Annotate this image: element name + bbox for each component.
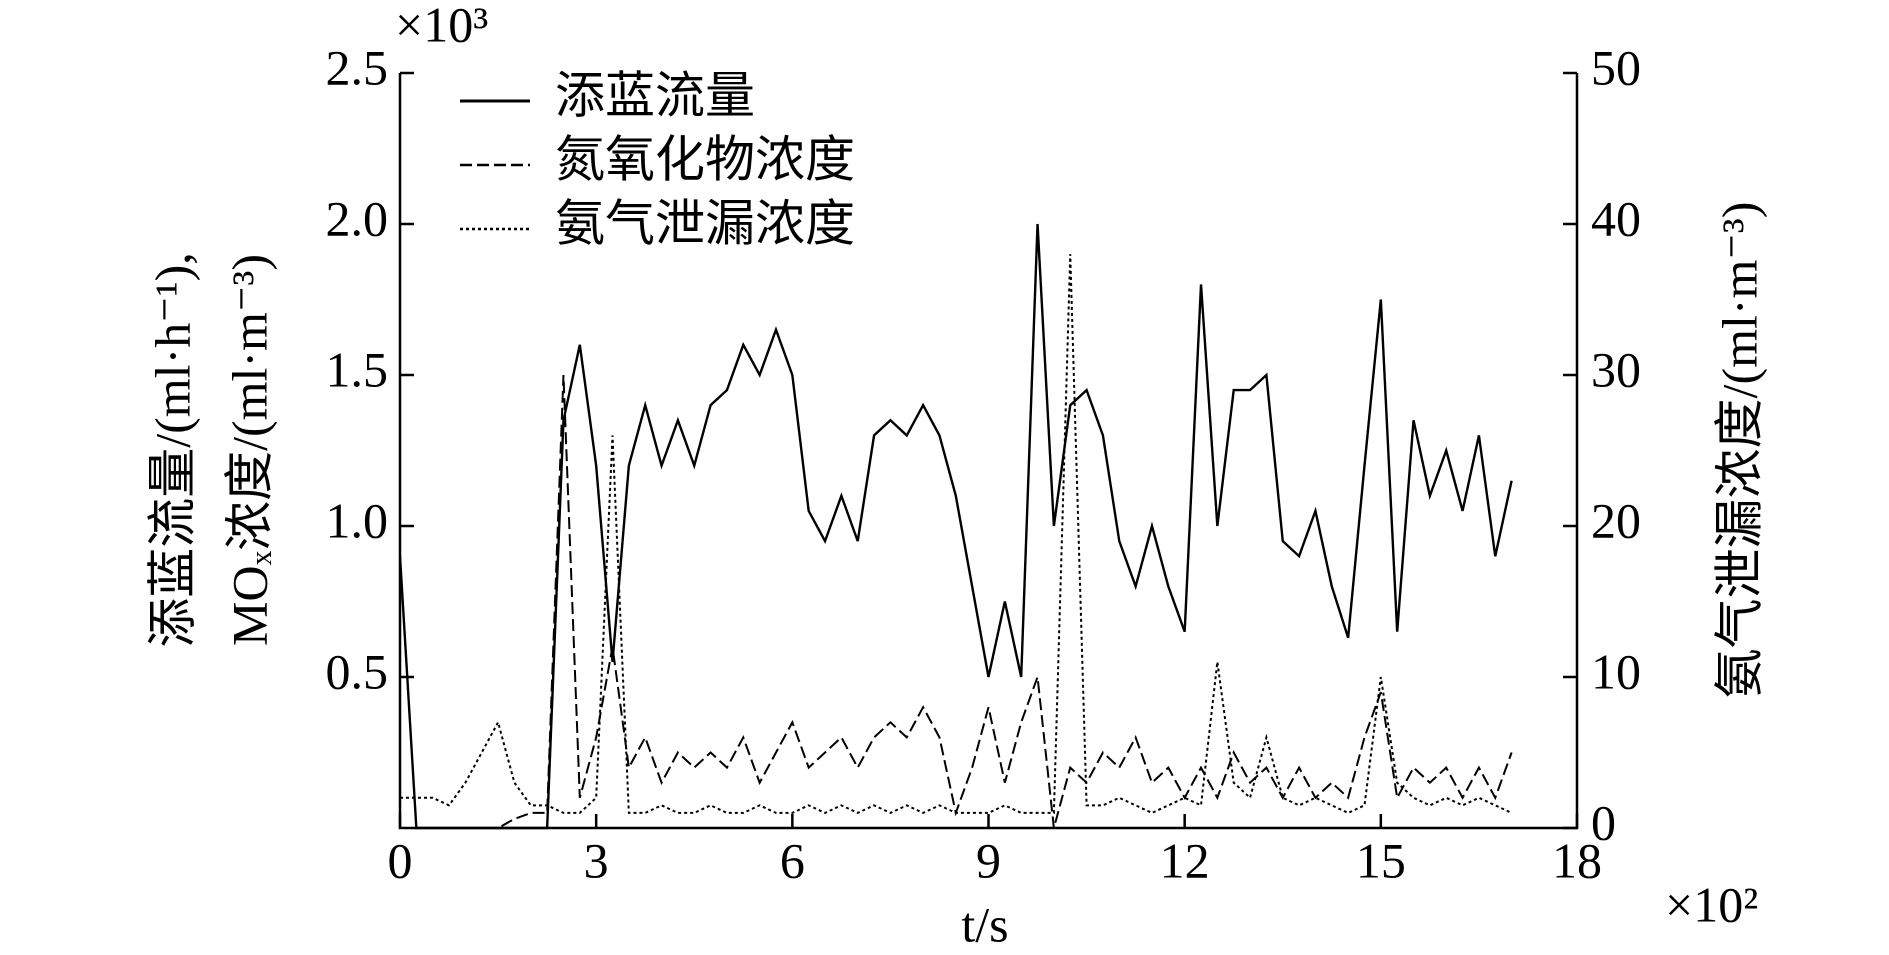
y-tick-label: 0.5 (326, 643, 389, 699)
legend-label: 氮氧化物浓度 (555, 131, 855, 187)
legend-label: 添蓝流量 (555, 67, 755, 123)
series-line (400, 254, 1513, 815)
x-tick-label: 0 (388, 832, 413, 888)
x-tick-label: 12 (1160, 832, 1210, 888)
y-axis-label: 添蓝流量/(ml·h⁻¹), (144, 252, 200, 648)
y2-tick-label: 10 (1591, 643, 1641, 699)
y-tick-label: 1.5 (326, 341, 389, 397)
x-axis-label: t/s (961, 896, 1008, 952)
y-multiplier: ×10³ (395, 0, 488, 52)
x-tick-label: 3 (584, 832, 609, 888)
x-tick-label: 18 (1552, 832, 1602, 888)
y-tick-label: 2.5 (326, 39, 389, 95)
y2-tick-label: 30 (1591, 341, 1641, 397)
legend-label: 氨气泄漏浓度 (555, 195, 855, 251)
y2-tick-label: 50 (1591, 39, 1641, 95)
x-tick-label: 15 (1356, 832, 1406, 888)
x-tick-label: 9 (976, 832, 1001, 888)
y2-tick-label: 20 (1591, 492, 1641, 548)
x-multiplier: ×10² (1665, 876, 1758, 932)
y-tick-label: 1.0 (326, 492, 389, 548)
y2-tick-label: 40 (1591, 190, 1641, 246)
y-axis-label: MOₓ浓度/(ml·m⁻³) (221, 254, 277, 646)
x-tick-label: 6 (780, 832, 805, 888)
y-tick-label: 2.0 (326, 190, 389, 246)
y2-axis-label: 氨气泄漏浓度/(ml·m⁻³) (1711, 202, 1767, 699)
y2-tick-label: 0 (1591, 794, 1616, 850)
series-line (400, 374, 1513, 829)
series-line (398, 223, 1513, 830)
